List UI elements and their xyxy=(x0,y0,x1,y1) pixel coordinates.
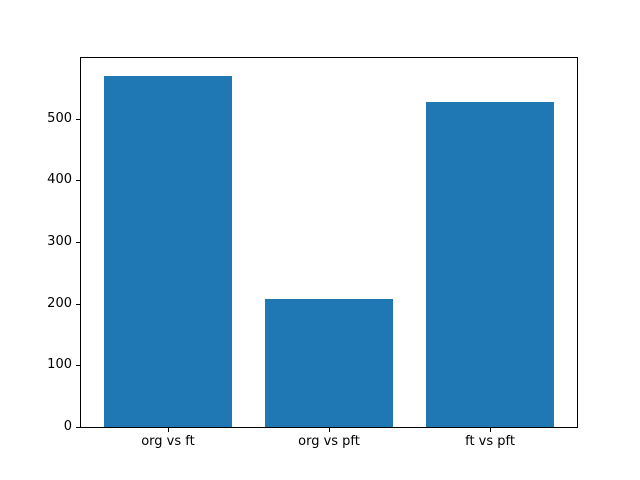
y-tick-label-500: 500 xyxy=(47,110,72,126)
y-tick-label-200: 200 xyxy=(47,295,72,311)
x-tick-mark-ft-vs-pft xyxy=(490,428,492,432)
y-tick-mark-500 xyxy=(76,118,80,120)
x-tick-label-ft-vs-pft: ft vs pft xyxy=(465,434,515,449)
x-tick-label-org-vs-pft: org vs pft xyxy=(298,434,360,449)
x-tick-mark-org-vs-pft xyxy=(329,428,330,432)
x-tick-mark-org-vs-ft xyxy=(167,428,169,432)
y-tick-label-0: 0 xyxy=(63,419,72,434)
y-tick-label-400: 400 xyxy=(47,172,72,188)
y-tick-mark-100 xyxy=(76,365,80,367)
y-tick-label-100: 100 xyxy=(47,357,72,373)
x-tick-label-org-vs-ft: org vs ft xyxy=(141,434,195,449)
y-tick-mark-200 xyxy=(76,303,80,305)
y-tick-mark-0 xyxy=(76,427,80,428)
bar-org-vs-pft xyxy=(264,299,394,427)
plot-area xyxy=(80,57,578,428)
y-tick-mark-400 xyxy=(76,180,80,182)
bar-ft-vs-pft xyxy=(425,102,555,427)
bar-org-vs-ft xyxy=(103,75,233,427)
y-tick-mark-300 xyxy=(76,242,80,244)
y-tick-label-300: 300 xyxy=(47,234,72,250)
